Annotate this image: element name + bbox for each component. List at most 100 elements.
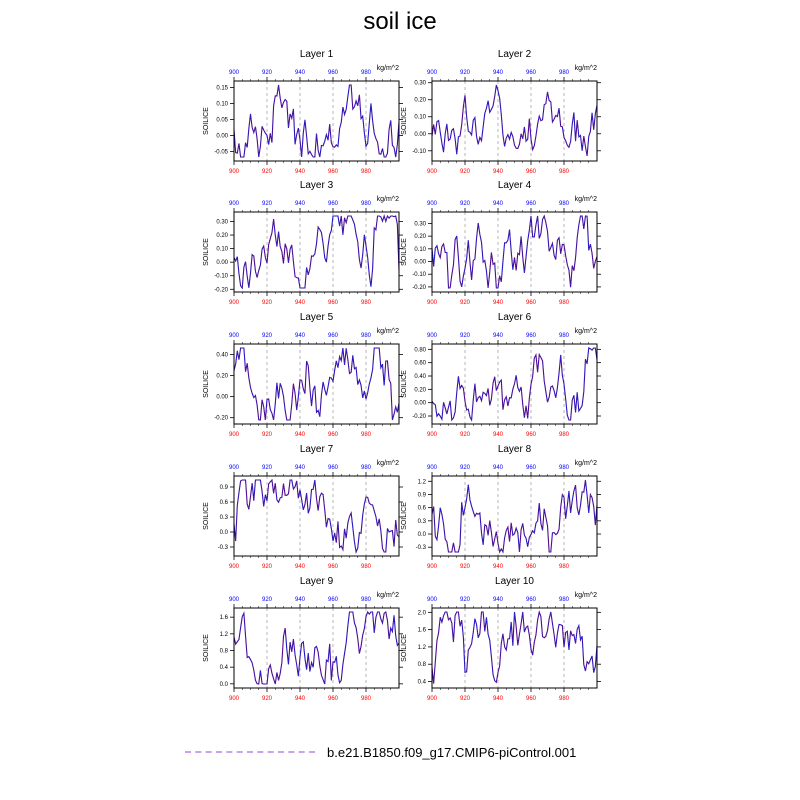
x-tick-label-bottom: 940 <box>493 696 504 702</box>
y-tick-label: 0.00 <box>414 401 426 407</box>
data-series-line-overlay <box>431 479 598 553</box>
y-tick-label: -0.20 <box>412 414 426 420</box>
x-tick-label-bottom: 980 <box>361 169 372 175</box>
y-tick-label: 0.30 <box>414 221 426 227</box>
x-tick-label-top: 980 <box>361 597 372 603</box>
x-tick-label-bottom: 980 <box>559 169 570 175</box>
y-axis-label: SOILICE <box>401 238 408 266</box>
chart-panel: Layer 8 kg/m^2 SOILICE 900 900 920 920 940 940 96… <box>401 444 601 570</box>
plot-frame <box>233 475 400 557</box>
x-tick-label-top: 940 <box>295 70 306 76</box>
x-tick-label-bottom: 900 <box>229 169 240 175</box>
data-series-line-overlay <box>233 84 400 158</box>
panel-title: Layer 5 <box>300 312 334 323</box>
y-tick-label: 0.15 <box>216 85 228 91</box>
x-tick-label-bottom: 940 <box>295 300 306 306</box>
x-tick-label-top: 980 <box>361 465 372 471</box>
x-tick-label-bottom: 960 <box>328 432 339 438</box>
units-label: kg/m^2 <box>575 65 597 72</box>
panel-title: Layer 3 <box>300 180 334 191</box>
data-series-line <box>233 214 400 290</box>
y-tick-label: 1.2 <box>418 479 427 485</box>
x-tick-label-bottom: 940 <box>295 564 306 570</box>
x-tick-label-top: 900 <box>229 201 240 207</box>
plot-frame <box>431 211 598 293</box>
y-tick-label: 0.20 <box>216 374 228 380</box>
units-label: kg/m^2 <box>377 65 399 72</box>
legend: b.e21.B1850.f09_g17.CMIP6-piControl.001 <box>185 742 576 762</box>
units-label: kg/m^2 <box>377 460 399 467</box>
y-tick-label: 0.60 <box>414 361 426 367</box>
plot-frame <box>233 211 400 293</box>
y-tick-label: 0.20 <box>414 98 426 104</box>
x-tick-label-top: 980 <box>559 465 570 471</box>
y-tick-label: 0.30 <box>414 81 426 87</box>
x-tick-label-top: 960 <box>526 201 537 207</box>
y-tick-label: -0.10 <box>214 274 228 280</box>
y-tick-label: -0.20 <box>214 416 228 422</box>
panel-title: Layer 10 <box>495 576 534 587</box>
chart-panel: Layer 6 kg/m^2 SOILICE 900 900 920 920 940 940 96… <box>401 312 601 438</box>
x-tick-label-bottom: 960 <box>526 300 537 306</box>
x-tick-label-bottom: 940 <box>493 300 504 306</box>
y-tick-label: 0.10 <box>216 101 228 107</box>
x-tick-label-bottom: 900 <box>229 564 240 570</box>
x-tick-label-bottom: 980 <box>361 564 372 570</box>
y-tick-label: 0.30 <box>216 219 228 225</box>
plot-frame <box>431 475 598 557</box>
x-tick-label-top: 940 <box>295 597 306 603</box>
data-series-line-overlay <box>233 611 400 685</box>
y-tick-label: -0.05 <box>214 149 228 155</box>
x-tick-label-bottom: 980 <box>361 300 372 306</box>
page-title: soil ice <box>363 8 437 35</box>
x-tick-label-top: 980 <box>559 201 570 207</box>
data-series-line <box>431 479 598 554</box>
y-tick-label: -0.20 <box>412 285 426 291</box>
panel-title: Layer 4 <box>498 180 532 191</box>
x-tick-label-top: 940 <box>493 465 504 471</box>
x-tick-label-bottom: 900 <box>427 564 438 570</box>
x-tick-label-top: 920 <box>262 70 273 76</box>
y-tick-label: 0.20 <box>414 387 426 393</box>
data-series-line <box>431 214 598 289</box>
x-tick-label-bottom: 920 <box>460 432 471 438</box>
y-tick-label: 0.00 <box>414 260 426 266</box>
x-tick-label-bottom: 940 <box>493 169 504 175</box>
y-tick-label: 0.4 <box>220 665 229 671</box>
y-axis-label: SOILICE <box>401 370 408 398</box>
y-axis-label: SOILICE <box>203 238 210 266</box>
x-tick-label-bottom: 920 <box>460 169 471 175</box>
y-tick-label: 0.80 <box>414 347 426 353</box>
x-tick-label-bottom: 980 <box>361 696 372 702</box>
y-tick-label: -0.10 <box>412 272 426 278</box>
x-tick-label-top: 900 <box>427 333 438 339</box>
x-tick-label-top: 920 <box>460 465 471 471</box>
y-axis-label: SOILICE <box>401 502 408 530</box>
x-tick-label-top: 960 <box>526 597 537 603</box>
y-tick-label: 0.9 <box>220 485 229 491</box>
x-tick-label-top: 940 <box>493 333 504 339</box>
x-tick-label-bottom: 900 <box>427 696 438 702</box>
x-tick-label-top: 900 <box>427 70 438 76</box>
chart-panel: Layer 2 kg/m^2 SOILICE 900 900 920 920 940 940 96… <box>401 49 601 175</box>
y-tick-label: 0.00 <box>414 132 426 138</box>
units-label: kg/m^2 <box>575 196 597 203</box>
y-axis-label: SOILICE <box>203 370 210 398</box>
y-tick-label: 0.8 <box>220 649 229 655</box>
x-tick-label-top: 960 <box>526 70 537 76</box>
x-tick-label-top: 940 <box>493 70 504 76</box>
chart-panel: Layer 9 kg/m^2 SOILICE 900 900 920 920 940 940 96… <box>203 576 403 702</box>
x-tick-label-top: 940 <box>493 597 504 603</box>
x-tick-label-bottom: 960 <box>526 432 537 438</box>
chart-panel: Layer 5 kg/m^2 SOILICE 900 900 920 920 940 940 96… <box>203 312 403 438</box>
data-series-line-overlay <box>233 347 400 421</box>
x-tick-label-bottom: 900 <box>229 696 240 702</box>
chart-panel: Layer 10 kg/m^2 SOILICE 900 900 920 920 940 940 9… <box>401 576 601 702</box>
data-series-line <box>233 610 400 685</box>
y-tick-label: 0.00 <box>216 133 228 139</box>
x-tick-label-bottom: 960 <box>526 564 537 570</box>
data-series-line <box>431 84 598 157</box>
y-axis-label: SOILICE <box>203 634 210 662</box>
data-series-line <box>233 84 400 158</box>
x-tick-label-bottom: 920 <box>460 696 471 702</box>
